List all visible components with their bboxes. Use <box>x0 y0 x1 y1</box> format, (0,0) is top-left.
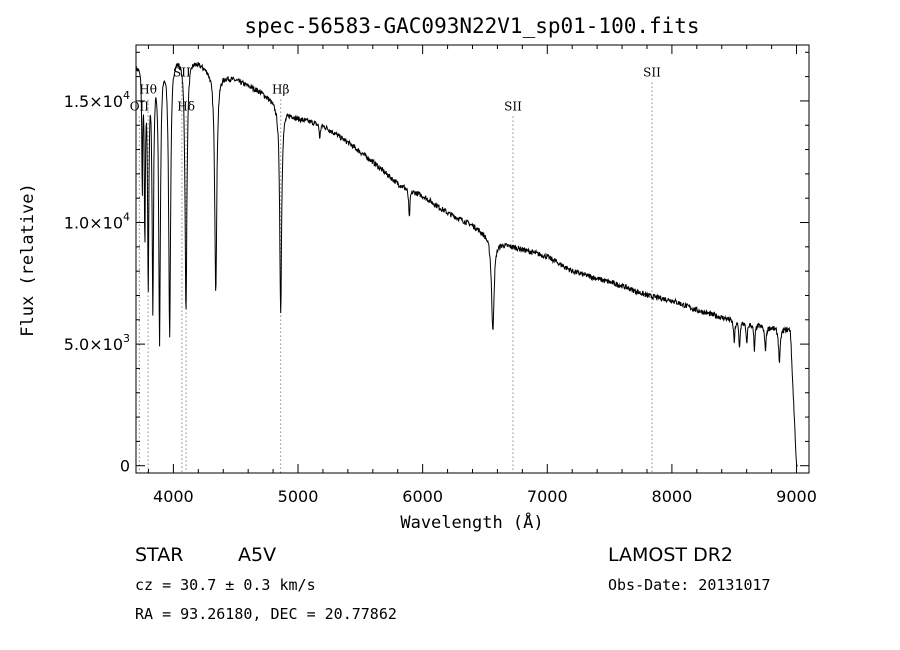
x-tick-label: 4000 <box>153 487 194 506</box>
line-marker-label: Hδ <box>177 100 195 114</box>
x-tick-label: 5000 <box>278 487 319 506</box>
y-tick-mantissa: 1.0×10 <box>64 214 123 233</box>
obs-date: Obs-Date: 20131017 <box>608 576 771 594</box>
axis-ticks <box>136 45 809 473</box>
line-marker-label: SII <box>504 100 522 114</box>
line-marker-layer: OII Hθ SII Hδ Hβ SII SII <box>130 66 661 473</box>
line-marker-label: OII <box>130 100 150 114</box>
y-tick-label: 5.0×103 <box>64 332 130 354</box>
y-tick-exponent: 4 <box>123 211 130 224</box>
redshift-text: cz = 30.7 ± 0.3 km/s <box>135 576 316 594</box>
x-axis-label: Wavelength (Å) <box>400 511 543 533</box>
y-tick-label: 1.0×104 <box>64 211 130 233</box>
line-marker-label: SII <box>643 66 661 80</box>
spectrum-series <box>135 61 798 467</box>
x-tick-labels: 4000 5000 6000 7000 8000 9000 <box>153 487 817 506</box>
y-tick-mantissa: 0 <box>120 457 130 476</box>
object-subclass: A5V <box>238 544 276 566</box>
line-marker-label: SII <box>173 66 191 80</box>
x-tick-label: 6000 <box>402 487 443 506</box>
y-tick-exponent: 4 <box>123 89 130 102</box>
x-tick-label: 9000 <box>776 487 817 506</box>
line-marker-label: Hθ <box>139 83 157 97</box>
y-tick-mantissa: 5.0×10 <box>64 335 123 354</box>
line-marker-label: Hβ <box>272 83 289 97</box>
y-axis-label: Flux (relative) <box>18 183 38 337</box>
x-tick-label: 7000 <box>527 487 568 506</box>
y-tick-label: 1.5×104 <box>64 89 130 111</box>
spectrum-line <box>135 61 798 467</box>
y-tick-label: 0 <box>120 457 130 476</box>
y-tick-mantissa: 1.5×10 <box>64 92 123 111</box>
chart-title: spec-56583-GAC093N22V1_sp01-100.fits <box>244 14 699 38</box>
coordinates-text: RA = 93.26180, DEC = 20.77862 <box>135 605 397 623</box>
x-tick-label: 8000 <box>652 487 693 506</box>
object-class: STAR <box>135 544 183 566</box>
plot-frame <box>135 44 810 474</box>
y-tick-exponent: 3 <box>123 332 130 345</box>
survey-name: LAMOST DR2 <box>608 544 733 566</box>
